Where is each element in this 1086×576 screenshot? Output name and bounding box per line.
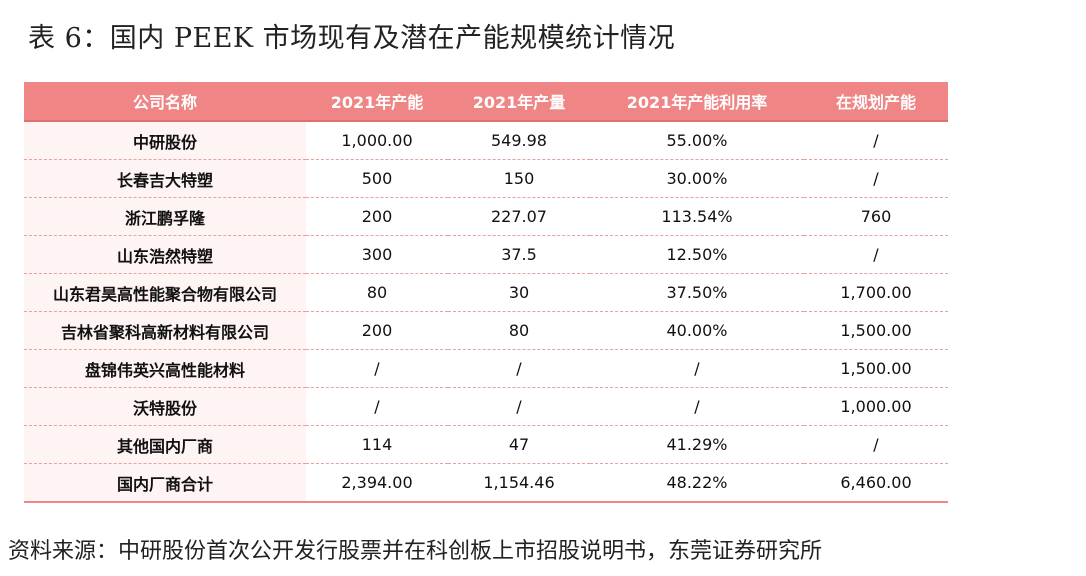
utilization-cell: 41.29% [590,425,804,464]
company-name: 山东君昊高性能聚合物有限公司 [24,273,306,312]
planned-cell: / [804,159,948,198]
table-row-total: 国内厂商合计 2,394.00 1,154.46 48.22% 6,460.00 [24,463,948,503]
utilization-cell: 55.00% [590,121,804,160]
utilization-cell: 113.54% [590,197,804,236]
capacity-table: 公司名称 2021年产能 2021年产量 2021年产能利用率 在规划产能 中研… [24,82,948,503]
table-header: 公司名称 2021年产能 2021年产量 2021年产能利用率 在规划产能 [24,82,948,122]
header-company: 公司名称 [24,82,306,122]
capacity-cell: 2,394.00 [306,463,448,503]
company-name: 其他国内厂商 [24,425,306,464]
header-capacity-2021: 2021年产能 [306,82,448,122]
company-name: 山东浩然特塑 [24,235,306,274]
planned-cell: 760 [804,197,948,236]
capacity-cell: 200 [306,197,448,236]
capacity-cell: 300 [306,235,448,274]
capacity-cell: 1,000.00 [306,121,448,160]
output-cell: / [448,387,590,426]
utilization-cell: 12.50% [590,235,804,274]
table-body: 中研股份 1,000.00 549.98 55.00% / 长春吉大特塑 500… [24,121,948,503]
table-title: 表 6：国内 PEEK 市场现有及潜在产能规模统计情况 [28,23,676,54]
capacity-cell: / [306,387,448,426]
company-name: 中研股份 [24,121,306,160]
capacity-cell: 114 [306,425,448,464]
planned-cell: 1,500.00 [804,311,948,350]
planned-cell: 6,460.00 [804,463,948,503]
table-row: 沃特股份 / / / 1,000.00 [24,387,948,426]
table-row: 山东君昊高性能聚合物有限公司 80 30 37.50% 1,700.00 [24,273,948,312]
table-row: 其他国内厂商 114 47 41.29% / [24,425,948,464]
output-cell: 549.98 [448,121,590,160]
company-name: 沃特股份 [24,387,306,426]
table-row: 中研股份 1,000.00 549.98 55.00% / [24,121,948,160]
company-name: 国内厂商合计 [24,463,306,503]
output-cell: / [448,349,590,388]
header-output-2021: 2021年产量 [448,82,590,122]
capacity-cell: / [306,349,448,388]
utilization-cell: / [590,349,804,388]
company-name: 浙江鹏孚隆 [24,197,306,236]
capacity-cell: 80 [306,273,448,312]
company-name: 吉林省聚科高新材料有限公司 [24,311,306,350]
output-cell: 47 [448,425,590,464]
output-cell: 1,154.46 [448,463,590,503]
capacity-cell: 200 [306,311,448,350]
planned-cell: / [804,235,948,274]
company-name: 长春吉大特塑 [24,159,306,198]
planned-cell: / [804,121,948,160]
source-note: 资料来源：中研股份首次公开发行股票并在科创板上市招股说明书，东莞证券研究所 [8,539,823,564]
header-row: 公司名称 2021年产能 2021年产量 2021年产能利用率 在规划产能 [24,82,948,122]
table-row: 盘锦伟英兴高性能材料 / / / 1,500.00 [24,349,948,388]
capacity-cell: 500 [306,159,448,198]
output-cell: 150 [448,159,590,198]
output-cell: 37.5 [448,235,590,274]
utilization-cell: / [590,387,804,426]
planned-cell: 1,500.00 [804,349,948,388]
utilization-cell: 40.00% [590,311,804,350]
table-row: 山东浩然特塑 300 37.5 12.50% / [24,235,948,274]
utilization-cell: 30.00% [590,159,804,198]
planned-cell: 1,000.00 [804,387,948,426]
planned-cell: / [804,425,948,464]
output-cell: 30 [448,273,590,312]
company-name: 盘锦伟英兴高性能材料 [24,349,306,388]
table-row: 吉林省聚科高新材料有限公司 200 80 40.00% 1,500.00 [24,311,948,350]
utilization-cell: 48.22% [590,463,804,503]
header-planned-capacity: 在规划产能 [804,82,948,122]
utilization-cell: 37.50% [590,273,804,312]
output-cell: 227.07 [448,197,590,236]
planned-cell: 1,700.00 [804,273,948,312]
output-cell: 80 [448,311,590,350]
table-row: 浙江鹏孚隆 200 227.07 113.54% 760 [24,197,948,236]
table-row: 长春吉大特塑 500 150 30.00% / [24,159,948,198]
header-utilization-2021: 2021年产能利用率 [590,82,804,122]
